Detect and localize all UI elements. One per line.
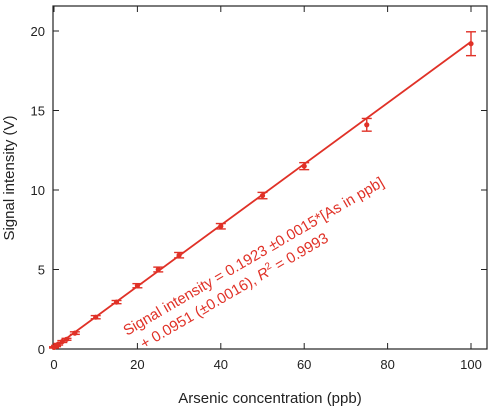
y-tick-label-0: 0: [38, 342, 45, 357]
data-point-11: [218, 223, 224, 229]
data-point-group-11: [215, 222, 226, 230]
data-point-group-7: [111, 299, 122, 305]
x-tick-label-40: 40: [214, 357, 228, 372]
equation-line-1: Signal intensity = 0.1923 ±0.0015*[As in…: [120, 174, 387, 339]
data-point-group-10: [174, 251, 185, 259]
equation-line-2: + 0.0951 (±0.0016), R2 = 0.9993: [137, 229, 332, 353]
x-axis-ticks: 0 20 40 60 80 100: [50, 6, 482, 372]
x-tick-label-80: 80: [380, 357, 394, 372]
data-point-15: [468, 41, 474, 47]
plot-frame: [52, 5, 488, 350]
data-point-group-4: [61, 336, 72, 342]
data-point-5: [72, 330, 78, 336]
x-tick-label-60: 60: [297, 357, 311, 372]
data-point-group-12: [257, 191, 268, 200]
x-axis-title: Arsenic concentration (ppb): [178, 390, 361, 407]
fit-equation-annotation: Signal intensity = 0.1923 ±0.0015*[As in…: [120, 174, 387, 353]
data-point-group-5: [69, 330, 80, 336]
y-tick-label-5: 5: [38, 263, 45, 278]
y-tick-label-20: 20: [31, 24, 45, 39]
data-point-4: [63, 336, 70, 342]
data-point-6: [93, 314, 99, 320]
data-point-group-13: [299, 161, 310, 171]
x-tick-label-20: 20: [130, 357, 144, 372]
data-point-8: [134, 283, 140, 289]
y-tick-label-15: 15: [31, 104, 45, 119]
data-point-12: [259, 192, 266, 199]
data-point-9: [155, 266, 161, 273]
y-axis-ticks: 0 5 10 15 20: [31, 24, 487, 357]
data-point-group-15: [466, 31, 476, 57]
x-tick-label-0: 0: [50, 357, 57, 372]
y-axis-title: Signal intensity (V): [1, 115, 18, 240]
equation-r-superscript: 2: [263, 260, 274, 273]
data-point-14: [364, 122, 370, 128]
y-tick-label-10: 10: [31, 183, 45, 198]
data-marks: [49, 31, 476, 351]
data-point-group-6: [90, 314, 101, 320]
data-point-group-9: [153, 266, 164, 273]
data-point-7: [113, 299, 120, 305]
x-tick-label-100: 100: [460, 357, 482, 372]
data-point-13: [301, 163, 307, 169]
data-point-10: [176, 252, 182, 258]
data-point-group-14: [361, 117, 372, 132]
data-point-group-8: [132, 282, 143, 289]
